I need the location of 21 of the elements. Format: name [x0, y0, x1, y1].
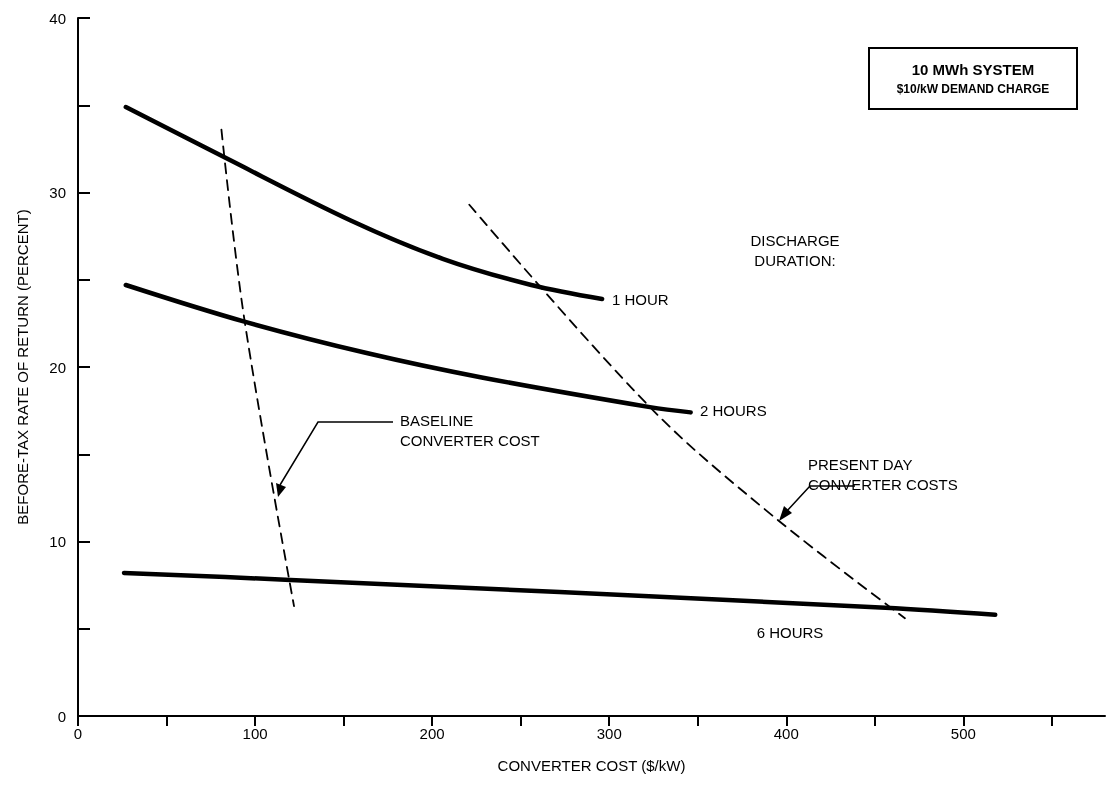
annotation: DISCHARGE DURATION:: [750, 231, 840, 269]
y-axis-title: BEFORE-TAX RATE OF RETURN (PERCENT): [14, 209, 31, 525]
x-tick-label: 0: [73, 725, 83, 742]
series-label: 1 HOUR: [612, 290, 669, 308]
x-tick-label: 500: [950, 725, 976, 742]
series-label: 6 HOURS: [756, 623, 824, 641]
text: 10 MWh SYSTEM: [911, 61, 1035, 78]
x-tick-label: 400: [773, 725, 799, 742]
y-tick-label: 40: [49, 9, 66, 27]
y-tick-label: 0: [57, 707, 66, 725]
y-tick-label: 20: [49, 358, 66, 376]
text: PRESENT DAY CONVERTER COSTS: [808, 455, 958, 493]
series-label: 2 HOURS: [700, 401, 767, 419]
x-tick-label: 100: [242, 725, 268, 742]
text: BASELINE CONVERTER COST: [400, 411, 540, 449]
y-tick-label: 10: [49, 533, 66, 550]
text: $10/kW DEMAND CHARGE: [896, 82, 1050, 96]
x-tick-label: 200: [419, 725, 445, 742]
y-tick-label: 30: [49, 184, 66, 201]
x-axis-title: CONVERTER COST ($/kW): [497, 757, 686, 774]
x-tick-label: 300: [596, 725, 622, 742]
